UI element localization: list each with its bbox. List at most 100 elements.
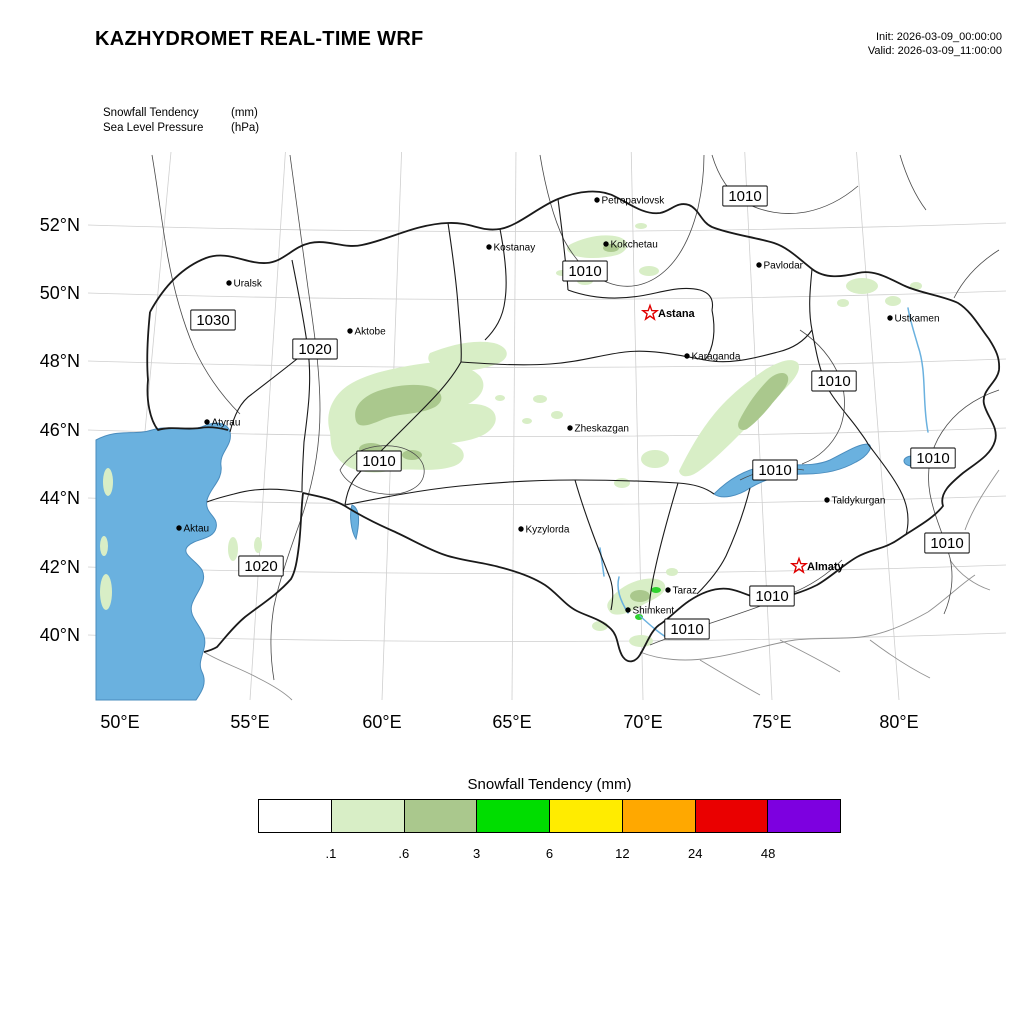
pressure-label-box xyxy=(722,185,768,207)
city-dot-icon xyxy=(226,280,232,286)
snow-patch-coast xyxy=(228,537,238,561)
city-dot-icon xyxy=(176,525,182,531)
city-kyzylorda: Kyzylorda xyxy=(518,525,570,536)
city-label: Shimkent xyxy=(633,606,675,617)
pressure-label-box xyxy=(356,450,402,472)
lon-tick-label: 50°E xyxy=(100,712,139,732)
city-dot-icon xyxy=(567,425,573,431)
city-aktobe: Aktobe xyxy=(347,327,386,338)
snow-patch xyxy=(639,266,659,276)
caspian-sea xyxy=(95,422,231,701)
snow-patch xyxy=(522,418,532,424)
snow-patch-coast xyxy=(100,536,108,556)
city-taldykurgan: Taldykurgan xyxy=(824,496,885,507)
pressure-value: 1020 xyxy=(298,341,331,358)
lat-tick-label: 50°N xyxy=(40,283,80,303)
pressure-label-box xyxy=(910,447,956,469)
snow-patch xyxy=(837,299,849,307)
lon-tick-label: 60°E xyxy=(362,712,401,732)
snow-patch-coast xyxy=(100,574,112,610)
snow-patch xyxy=(885,296,901,306)
graticule-parallel xyxy=(87,290,1007,300)
lat-tick-label: 42°N xyxy=(40,557,80,577)
snow-patch xyxy=(666,568,678,576)
pressure-label: 1010 xyxy=(356,450,402,472)
city-label: Astana xyxy=(658,308,696,320)
colorbar-tick-label: 3 xyxy=(473,846,481,861)
colorbar-tick-label: 12 xyxy=(615,846,630,861)
graticule-parallel xyxy=(87,632,1007,642)
city-astana: Astana xyxy=(640,303,696,321)
city-dot-icon xyxy=(347,328,353,334)
pressure-label: 1010 xyxy=(749,585,795,607)
pressure-label: 1010 xyxy=(924,532,970,554)
snow-patch xyxy=(641,450,669,468)
colorbar-tick-label: 48 xyxy=(760,846,776,861)
pressure-label: 1010 xyxy=(722,185,768,207)
city-label: Ustkamen xyxy=(895,314,940,325)
city-aktau: Aktau xyxy=(176,524,209,535)
field-name-pressure: Sea Level Pressure xyxy=(103,122,204,134)
field-row-snowfall: Snowfall Tendency (mm) xyxy=(103,106,259,121)
snow-patch-northeast xyxy=(846,278,878,294)
city-karaganda: Karaganda xyxy=(684,352,741,363)
pressure-label: 1010 xyxy=(664,618,710,640)
graticule-parallel xyxy=(87,358,1007,368)
pressure-label-box xyxy=(749,585,795,607)
graticule-meridian xyxy=(249,151,286,701)
pressure-label-box xyxy=(562,260,608,282)
city-dot-icon xyxy=(684,353,690,359)
pressure-label-box xyxy=(752,459,798,481)
city-label: Uralsk xyxy=(234,279,263,290)
colorbar-segment-0 xyxy=(258,799,332,833)
snow-patch xyxy=(910,282,922,290)
pressure-value: 1020 xyxy=(244,558,277,575)
pressure-value: 1010 xyxy=(728,188,761,205)
pressure-label: 1010 xyxy=(752,459,798,481)
country-border xyxy=(146,190,1001,663)
river xyxy=(599,547,605,577)
city-dot-icon xyxy=(625,607,631,613)
colorbar-segment-1 xyxy=(330,799,405,833)
capital-star-icon xyxy=(640,303,660,321)
graticule-meridian xyxy=(856,151,900,701)
colorbar-title: Snowfall Tendency (mm) xyxy=(467,776,632,793)
colorbar-segment-2 xyxy=(403,799,478,833)
city-shimkent: Shimkent xyxy=(625,606,674,617)
colorbar-tick-label: .6 xyxy=(398,846,410,861)
city-dot-icon xyxy=(486,244,492,250)
pressure-contours xyxy=(151,154,1000,681)
lat-tick-label: 52°N xyxy=(40,215,80,235)
pressure-value: 1010 xyxy=(817,373,850,390)
field-legend: Snowfall Tendency (mm) Sea Level Pressure… xyxy=(103,106,259,136)
city-dot-icon xyxy=(204,419,210,425)
city-label: Kokchetau xyxy=(611,240,658,251)
city-label: Petropavlovsk xyxy=(602,196,666,207)
field-units-snowfall: (mm) xyxy=(231,107,258,119)
snow-patch xyxy=(635,223,647,229)
city-label: Kostanay xyxy=(494,243,536,254)
city-dot-icon xyxy=(665,587,671,593)
snow-patch xyxy=(402,450,422,460)
colorbar-segment-6 xyxy=(694,799,769,833)
pressure-value: 1010 xyxy=(758,462,791,479)
pressure-value: 1010 xyxy=(755,588,788,605)
snow-patch xyxy=(592,621,608,631)
city-dot-icon xyxy=(756,262,762,268)
snow-patch-heavy xyxy=(651,587,661,593)
city-zheskazgan: Zheskazgan xyxy=(567,424,629,435)
snowfall-shading xyxy=(100,223,922,647)
snow-patch xyxy=(495,395,505,401)
pressure-label-box xyxy=(664,618,710,640)
pressure-label-box xyxy=(238,555,284,577)
field-row-pressure: Sea Level Pressure (hPa) xyxy=(103,121,259,136)
lon-tick-label: 70°E xyxy=(623,712,662,732)
lat-tick-label: 48°N xyxy=(40,351,80,371)
city-ustkamen: Ustkamen xyxy=(887,314,940,325)
city-dot-icon xyxy=(594,197,600,203)
city-label: Pavlodar xyxy=(764,261,804,272)
city-atyrau: Atyrau xyxy=(204,418,240,429)
pressure-label: 1020 xyxy=(238,555,284,577)
pressure-label: 1020 xyxy=(292,338,338,360)
